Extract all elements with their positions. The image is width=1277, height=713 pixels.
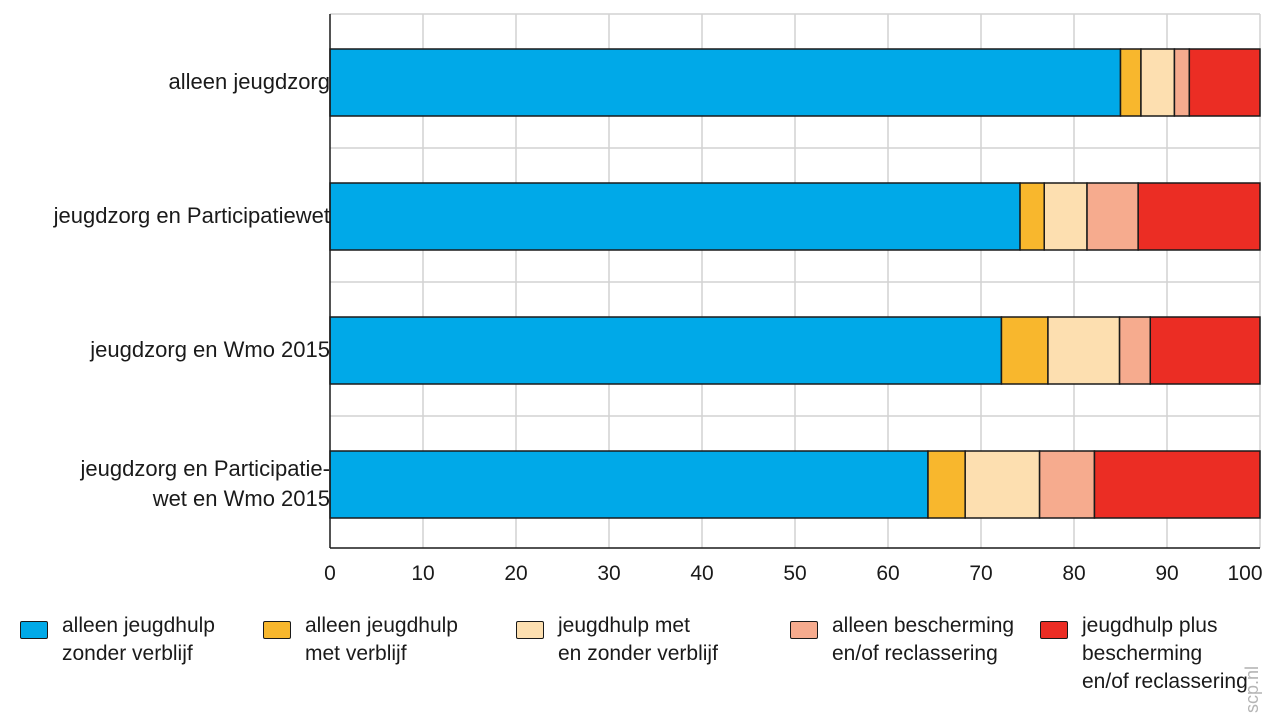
bar-segment xyxy=(927,450,966,519)
bar-segment xyxy=(964,450,1041,519)
legend-label: zonder verblijf xyxy=(62,642,193,665)
bar-segment xyxy=(329,450,929,519)
x-tick-label: 80 xyxy=(1062,562,1086,585)
x-tick-label: 10 xyxy=(411,562,435,585)
legend-swatch xyxy=(263,621,291,639)
x-tick-label: 0 xyxy=(324,562,336,585)
legend-label: met verblijf xyxy=(305,642,407,665)
bar-segment xyxy=(1093,450,1261,519)
watermark: scp.nl xyxy=(1242,666,1262,713)
category-label: alleen jeugdzorg xyxy=(168,69,330,94)
x-tick-label: 50 xyxy=(783,562,807,585)
bar-segment xyxy=(1043,182,1088,251)
x-tick-label: 90 xyxy=(1155,562,1179,585)
bar-segment xyxy=(1000,316,1049,385)
legend-label: en/of reclassering xyxy=(832,642,998,665)
x-tick-label: 40 xyxy=(690,562,714,585)
legend-label: jeugdhulp plus xyxy=(1082,614,1218,637)
x-tick-label: 20 xyxy=(504,562,528,585)
x-tick-label: 70 xyxy=(969,562,993,585)
bar-segment xyxy=(1086,182,1139,251)
bars xyxy=(329,48,1261,519)
legend-swatch xyxy=(790,621,818,639)
legend-label: alleen bescherming xyxy=(832,614,1015,637)
legend-label: alleen jeugdhulp xyxy=(305,614,458,637)
chart xyxy=(329,13,1261,549)
legend-label: en/of reclassering xyxy=(1082,670,1248,693)
legend-label: jeugdhulp met xyxy=(558,614,690,637)
bar-segment xyxy=(1140,48,1176,117)
category-label: jeugdzorg en Wmo 2015 xyxy=(90,337,330,362)
legend-label: bescherming xyxy=(1082,642,1203,665)
bar-segment xyxy=(1149,316,1261,385)
legend-swatch xyxy=(20,621,48,639)
x-tick-label: 100 xyxy=(1227,562,1263,585)
axes xyxy=(329,14,1260,549)
bar-segment xyxy=(1047,316,1121,385)
legend-label: alleen jeugdhulp xyxy=(62,614,215,637)
legend: alleen jeugdhulp zonder verblijf alleen j… xyxy=(0,612,1277,698)
category-label: jeugdzorg en Participatiewet xyxy=(53,203,330,228)
bar-segment xyxy=(1118,316,1152,385)
bar-segment xyxy=(1119,48,1142,117)
category-label: jeugdzorg en Participatie- wet en Wmo 20… xyxy=(80,456,330,511)
bar-segment xyxy=(1019,182,1045,251)
bar-segment xyxy=(1173,48,1191,117)
legend-label: en zonder verblijf xyxy=(558,642,718,665)
x-tick-label: 30 xyxy=(597,562,621,585)
bar-segment xyxy=(329,48,1122,117)
bar-segment xyxy=(1038,450,1096,519)
bar-segment xyxy=(329,316,1003,385)
legend-swatch xyxy=(516,621,544,639)
legend-swatch xyxy=(1040,621,1068,639)
bar-segment xyxy=(1137,182,1261,251)
bar-segment xyxy=(1188,48,1261,117)
x-tick-label: 60 xyxy=(876,562,900,585)
bar-segment xyxy=(329,182,1021,251)
